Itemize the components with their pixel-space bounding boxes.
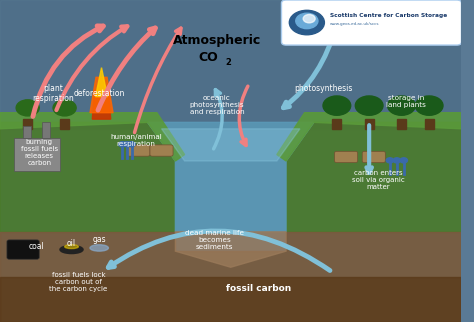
Circle shape [128,142,135,147]
Polygon shape [425,119,434,129]
FancyBboxPatch shape [127,145,150,156]
Polygon shape [60,119,69,129]
Text: oceanic
photosynthesis
and respiration: oceanic photosynthesis and respiration [190,95,244,115]
Circle shape [393,158,401,163]
Circle shape [386,158,393,163]
Text: fossil carbon: fossil carbon [226,284,291,293]
Circle shape [415,96,443,115]
Text: photosynthesis: photosynthesis [294,84,352,93]
Ellipse shape [90,245,109,251]
Polygon shape [175,232,286,267]
Text: dead marine life
becomes
sediments: dead marine life becomes sediments [185,230,244,250]
Polygon shape [0,0,462,129]
Circle shape [123,142,131,147]
Polygon shape [332,119,341,129]
Polygon shape [92,90,111,119]
Circle shape [289,10,324,35]
Text: human/animal
respiration: human/animal respiration [110,134,162,147]
Text: www.geos.ed.ac.uk/sccs: www.geos.ed.ac.uk/sccs [330,22,379,26]
Polygon shape [0,0,462,129]
Circle shape [400,158,408,163]
Text: deforestation: deforestation [73,89,125,98]
Circle shape [296,13,318,29]
Polygon shape [0,277,462,322]
Polygon shape [0,232,462,322]
Polygon shape [96,68,108,97]
Polygon shape [365,119,374,129]
Polygon shape [23,119,32,129]
Circle shape [388,96,415,115]
Polygon shape [277,113,462,161]
Polygon shape [0,113,184,161]
Polygon shape [162,129,300,161]
Circle shape [303,14,315,23]
Polygon shape [90,77,113,113]
Circle shape [118,142,126,147]
Circle shape [323,96,351,115]
Text: gas: gas [92,235,106,244]
Text: fossil fuels lock
carbon out of
the carbon cycle: fossil fuels lock carbon out of the carb… [49,272,108,292]
FancyBboxPatch shape [282,0,462,45]
Text: coal: coal [29,242,45,251]
FancyBboxPatch shape [23,126,31,138]
Polygon shape [148,122,314,232]
Ellipse shape [64,245,78,249]
Text: storage in
land plants: storage in land plants [386,95,426,108]
Text: CO: CO [199,52,219,64]
Polygon shape [286,122,462,232]
FancyBboxPatch shape [335,151,357,163]
FancyBboxPatch shape [7,240,39,259]
FancyBboxPatch shape [362,151,385,163]
Circle shape [356,96,383,115]
Text: 2: 2 [226,58,231,67]
Text: carbon enters
soil via organic
matter: carbon enters soil via organic matter [352,170,405,190]
Text: burning
fossil fuels
releases
carbon: burning fossil fuels releases carbon [21,139,58,166]
FancyBboxPatch shape [150,145,173,156]
Text: Atmospheric: Atmospheric [173,34,261,47]
Text: oil: oil [67,239,76,248]
Text: plant
respiration: plant respiration [32,84,74,103]
Circle shape [16,100,39,116]
Ellipse shape [60,245,83,254]
Polygon shape [397,119,406,129]
Circle shape [53,100,76,116]
Text: Scottish Centre for Carbon Storage: Scottish Centre for Carbon Storage [330,13,447,18]
FancyBboxPatch shape [42,122,50,138]
Polygon shape [0,122,175,232]
FancyBboxPatch shape [14,138,60,171]
